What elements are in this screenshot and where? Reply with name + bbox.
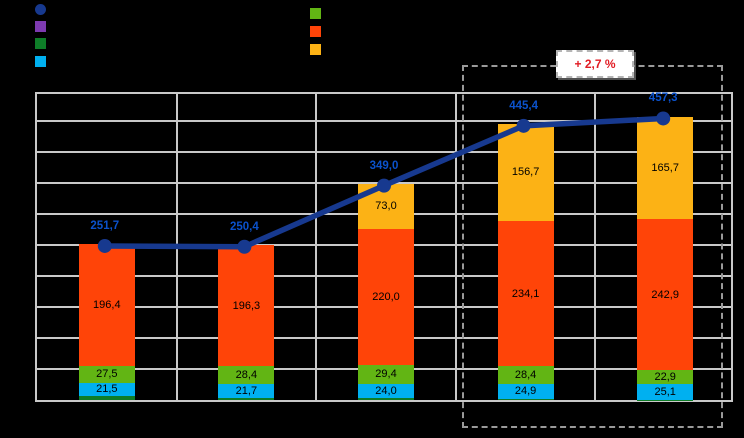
legend-green-swatch-icon (310, 8, 321, 19)
yellow-segment (497, 123, 554, 222)
growth-annotation: + 2,7 % (556, 50, 634, 78)
green-segment (218, 366, 275, 385)
orange-segment (637, 219, 694, 370)
orange-segment (218, 244, 275, 367)
bottom-darkgreen-segment (358, 398, 414, 400)
total-value-label: 250,4 (230, 220, 259, 233)
v-gridline (315, 94, 318, 400)
total-value-label: 457,3 (648, 92, 678, 105)
legend-purple-swatch-icon (35, 21, 46, 32)
orange-segment (497, 221, 554, 367)
total-value-label: 349,0 (369, 159, 399, 172)
bottom-darkgreen-segment (218, 397, 275, 400)
v-gridline (594, 94, 597, 400)
total-line-marker (656, 111, 671, 126)
v-gridline (454, 94, 457, 400)
bottom-darkgreen-segment (497, 399, 554, 400)
legend-yellow-swatch-icon (310, 44, 321, 55)
cyan-segment (497, 383, 554, 400)
total-line-marker (377, 178, 391, 193)
plot-area: 21,5 27,5 196,4 21,7 28,4 196,3 24,0 29,4 220,0 7… (35, 92, 733, 402)
cyan-segment (358, 383, 414, 399)
total-line-marker (97, 238, 112, 253)
growth-annotation-text: + 2,7 % (574, 57, 616, 71)
yellow-segment (637, 116, 694, 220)
cyan-segment (637, 384, 694, 400)
total-value-label: 445,4 (509, 99, 538, 112)
h-gridline (37, 151, 731, 153)
green-segment (497, 366, 554, 384)
green-segment (637, 369, 694, 385)
bottom-darkgreen-segment (78, 396, 135, 400)
total-value-label: 251,7 (90, 219, 120, 232)
green-segment (78, 365, 135, 383)
orange-segment (78, 243, 135, 366)
legend-darkgreen-swatch-icon (35, 38, 46, 49)
total-line-marker (516, 118, 531, 133)
cyan-segment (218, 384, 275, 398)
green-segment (358, 365, 414, 384)
orange-segment (358, 228, 414, 366)
legend-total-line-marker-icon (35, 4, 46, 15)
legend-cyan-swatch-icon (35, 56, 46, 67)
legend-orange-swatch-icon (310, 26, 321, 37)
total-line-marker (237, 239, 252, 254)
h-gridline (37, 120, 731, 122)
cyan-segment (78, 382, 135, 397)
